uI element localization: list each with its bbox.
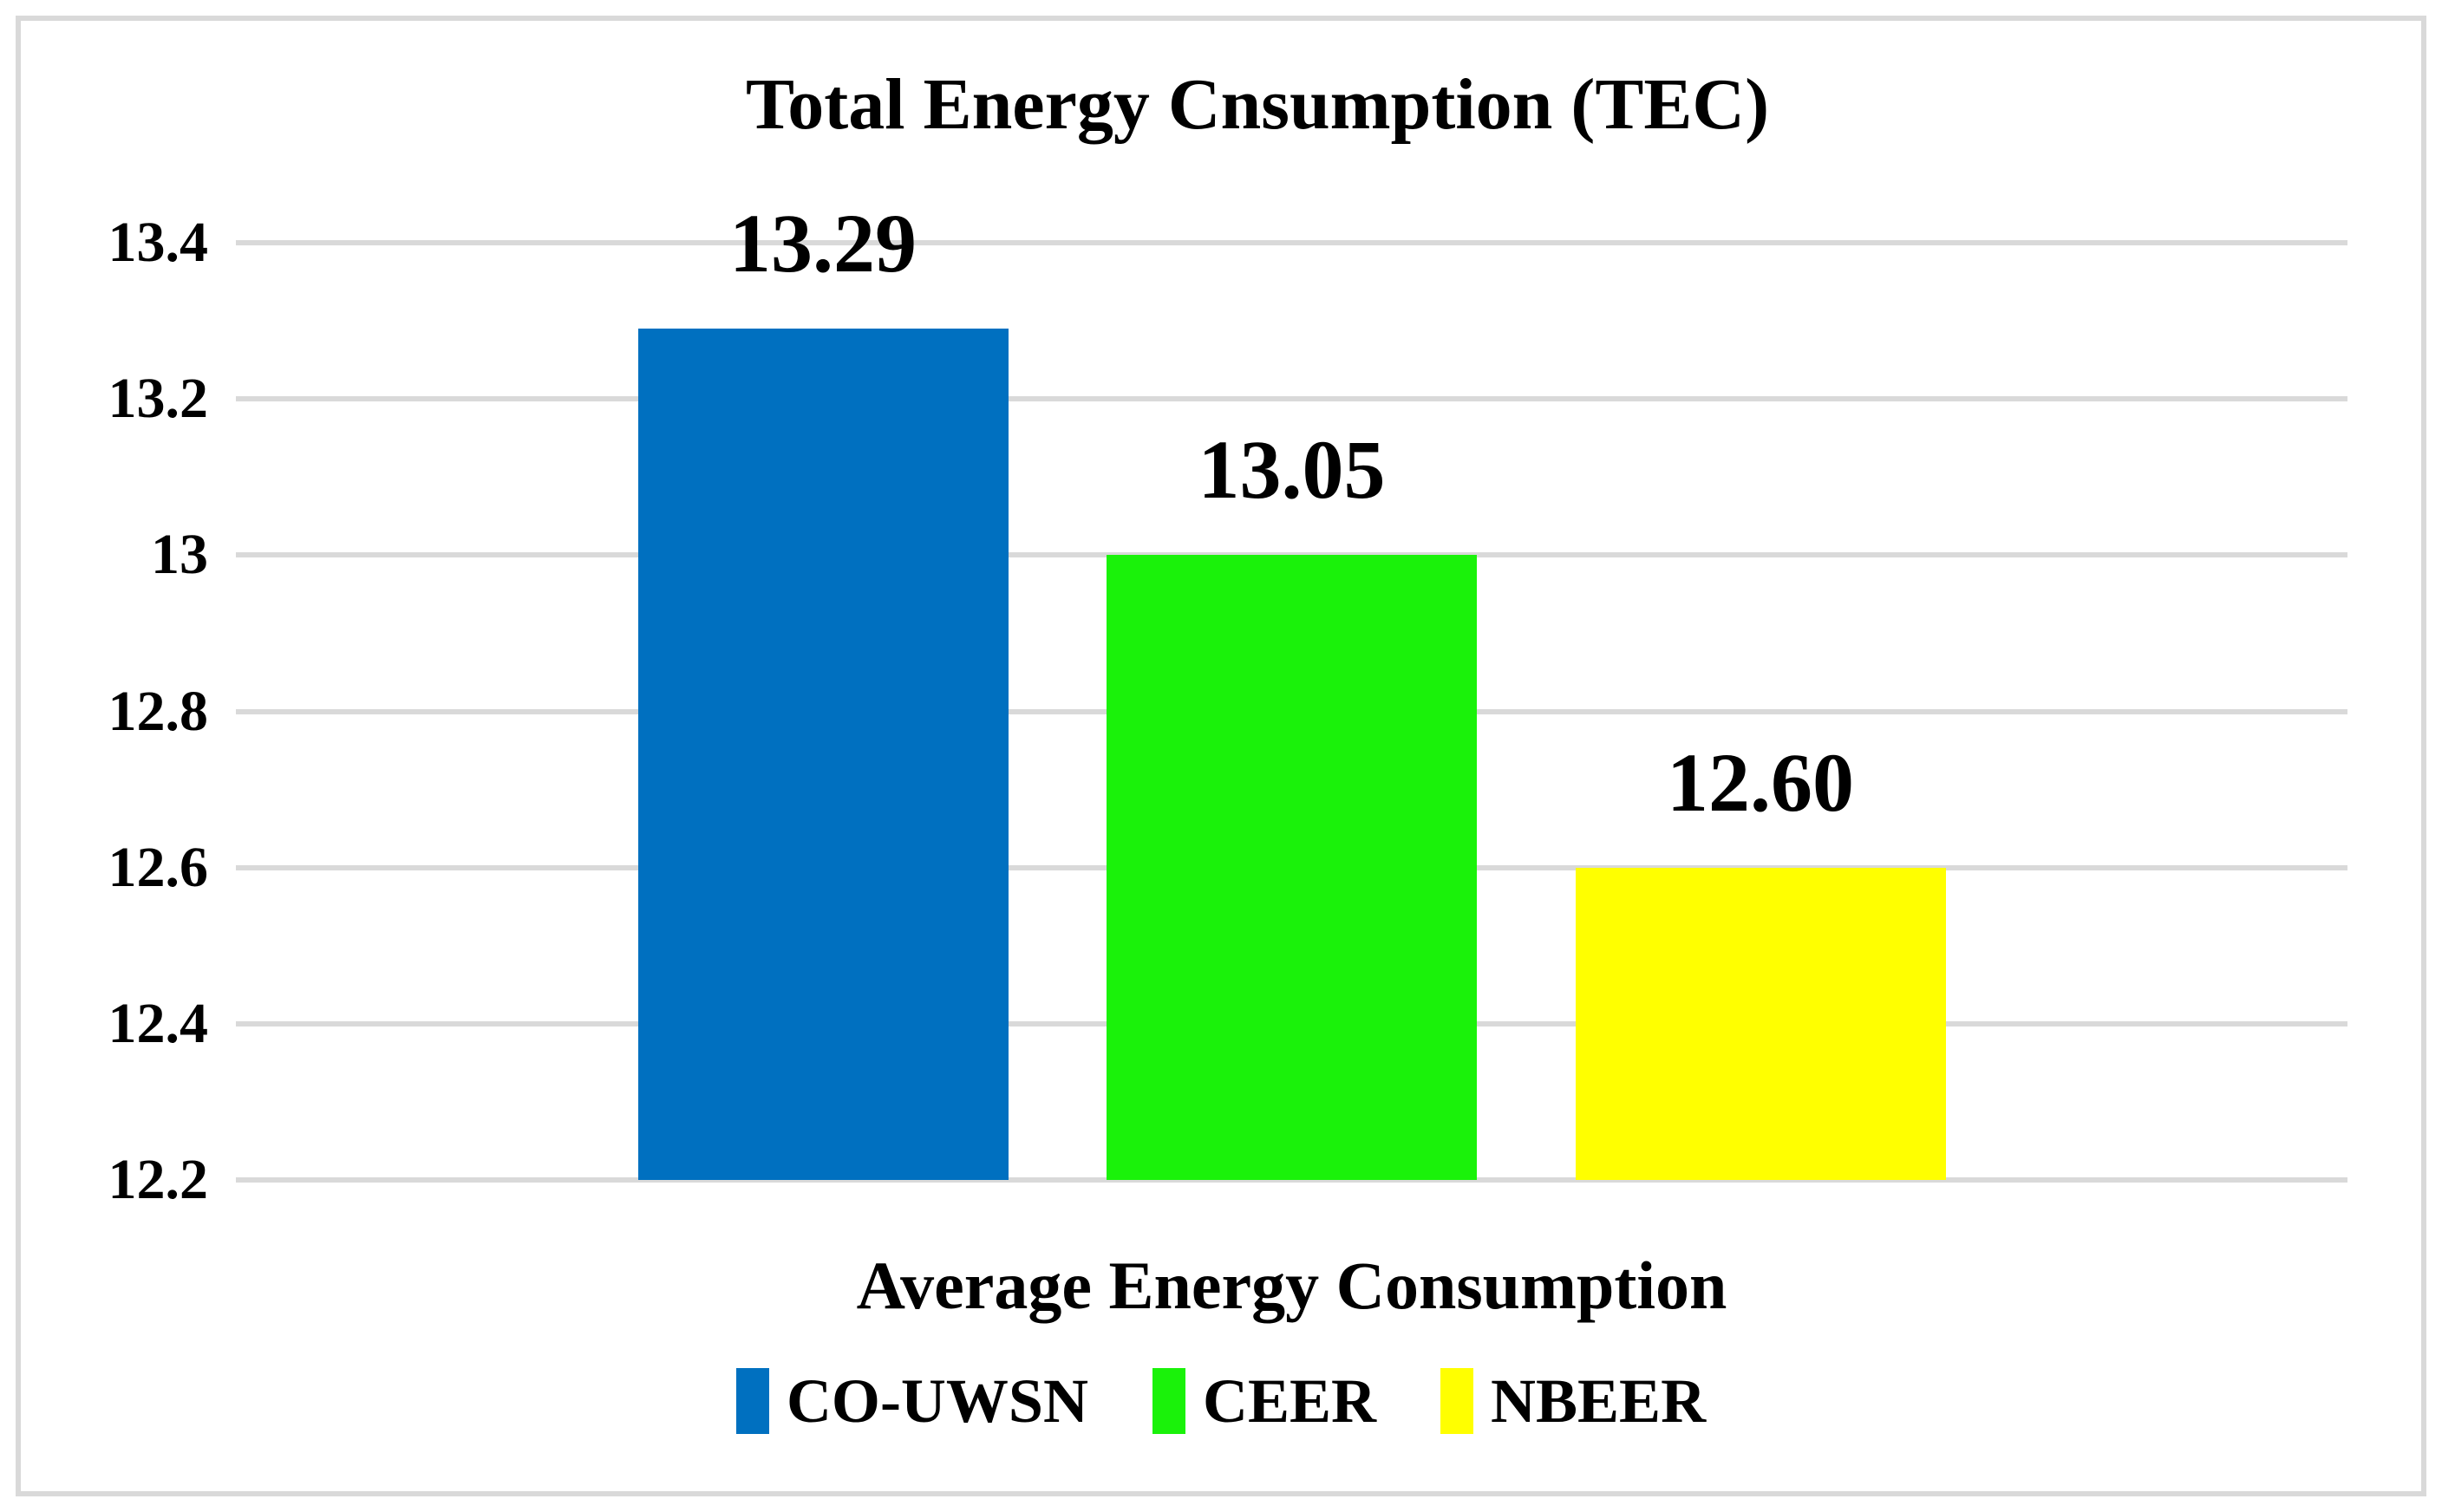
bar-co-uwsn [637, 329, 1009, 1180]
gridline-13-4 [236, 240, 2347, 245]
legend-item-co-uwsn: CO-UWSN [735, 1365, 1088, 1437]
gridline-13-2 [236, 396, 2347, 402]
chart-title: Total Energy Cnsumption (TEC) [745, 64, 1770, 145]
bar-nbeer [1575, 867, 1946, 1180]
bar-value-label-nbeer: 12.60 [1667, 735, 1854, 829]
bar-value-label-co-uwsn: 13.29 [729, 197, 917, 290]
y-tick-label-12-6: 12.6 [108, 835, 209, 899]
gridline-12-2 [236, 1177, 2347, 1183]
legend: CO-UWSN CEER NBEER [0, 1358, 2442, 1444]
legend-swatch-co-uwsn [735, 1368, 769, 1434]
plot-area: 13.29 13.05 12.60 [236, 202, 2347, 1183]
y-tick-label-12-8: 12.8 [108, 679, 209, 743]
y-axis: 13.4 13.2 13 12.8 12.6 12.4 12.2 [0, 212, 209, 1210]
y-tick-label-12-2: 12.2 [108, 1148, 209, 1211]
legend-label-nbeer: NBEER [1491, 1365, 1707, 1436]
legend-swatch-ceer [1152, 1368, 1185, 1434]
y-tick-label-13: 13 [151, 523, 208, 587]
legend-item-ceer: CEER [1152, 1365, 1376, 1437]
bar-ceer [1107, 555, 1477, 1180]
y-tick-label-13-2: 13.2 [108, 367, 209, 431]
legend-label-ceer: CEER [1202, 1365, 1376, 1436]
y-tick-label-13-4: 13.4 [108, 211, 209, 274]
legend-swatch-nbeer [1440, 1368, 1473, 1434]
gridline-13 [236, 552, 2347, 558]
y-tick-label-12-4: 12.4 [108, 991, 209, 1055]
legend-item-nbeer: NBEER [1440, 1365, 1706, 1437]
bar-value-label-ceer: 13.05 [1198, 423, 1386, 517]
x-axis-label: Average Energy Consumption [856, 1248, 1727, 1323]
legend-label-co-uwsn: CO-UWSN [786, 1365, 1088, 1436]
